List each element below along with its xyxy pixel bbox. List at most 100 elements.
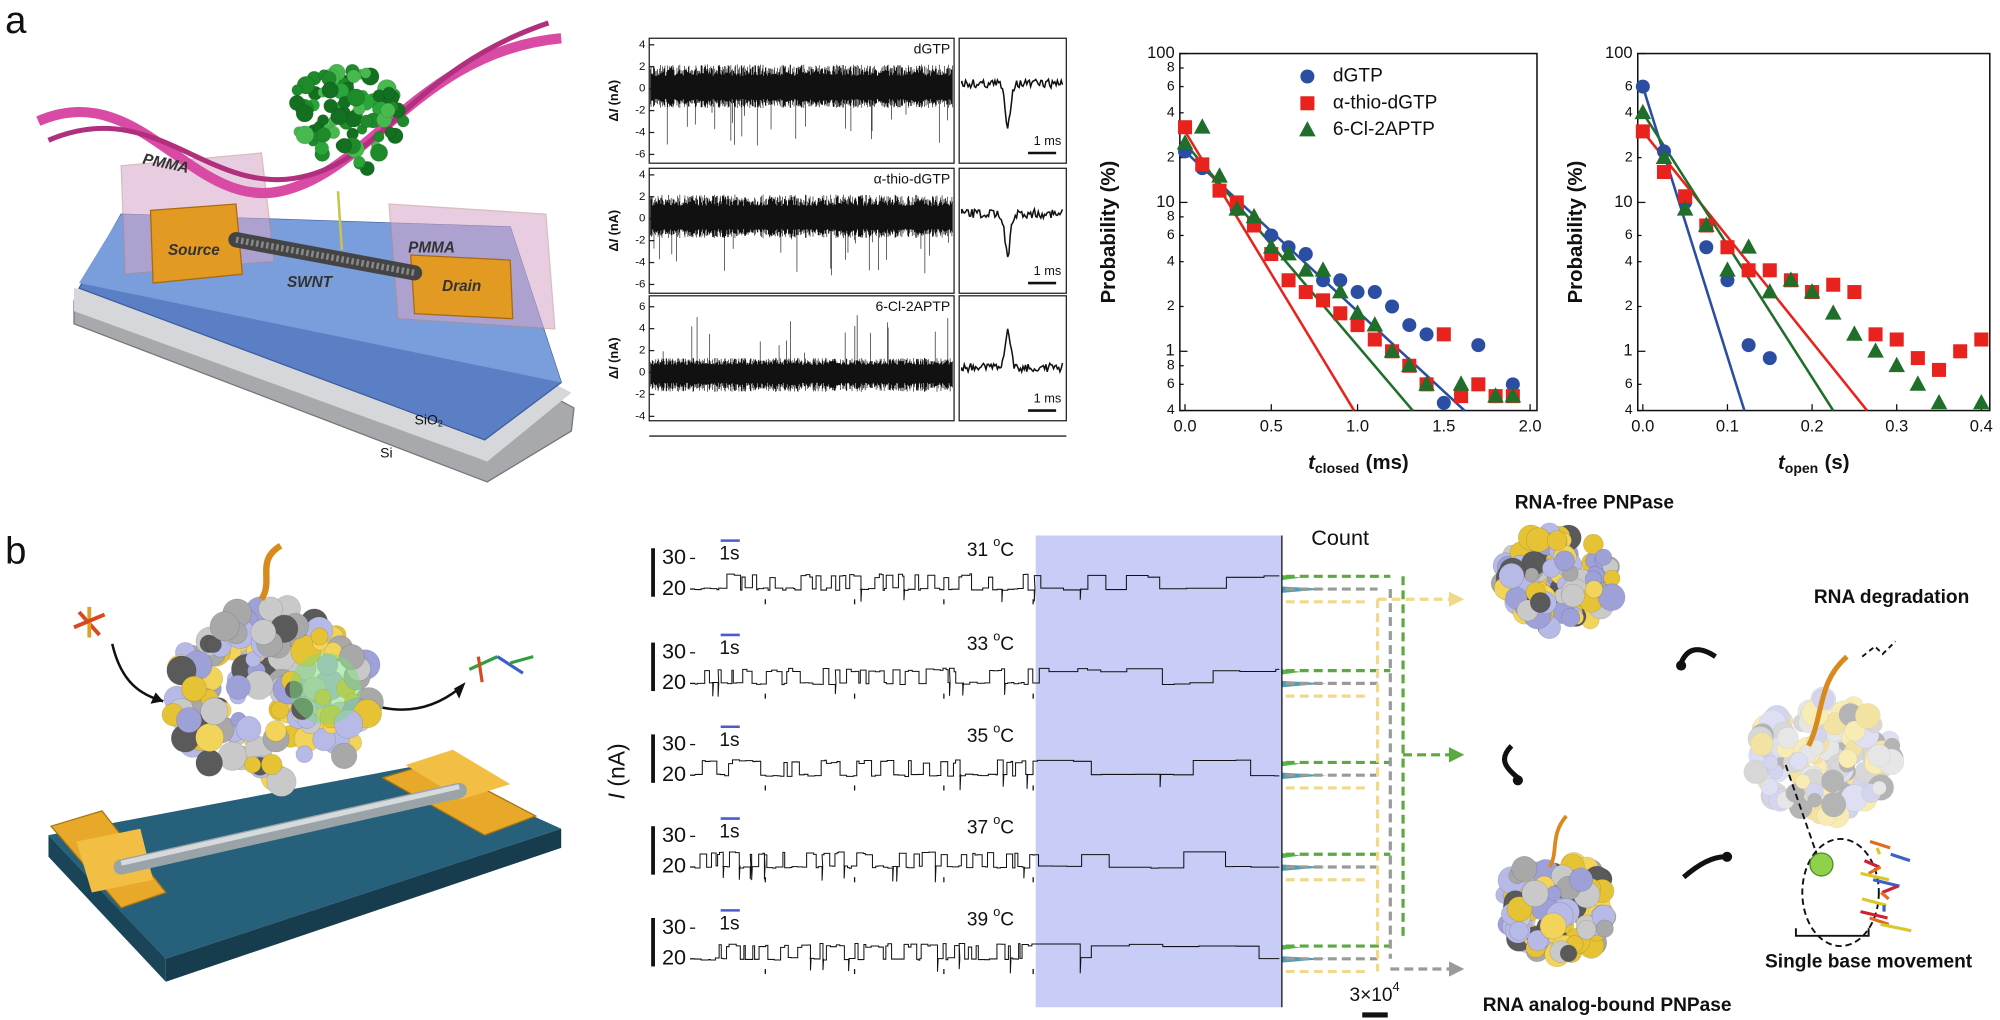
protein-atom <box>1772 721 1796 745</box>
protein-atom <box>1790 752 1808 770</box>
protein-atom <box>1762 754 1779 771</box>
protein-atom <box>1877 748 1905 776</box>
point <box>1418 375 1435 391</box>
count-bar-part: 4 <box>1393 980 1400 995</box>
y-tick-label: -4 <box>635 257 646 269</box>
protein-atom <box>258 596 283 622</box>
temperature-part: o <box>993 629 1000 644</box>
y-tick-label: 4 <box>1167 103 1175 119</box>
x-tick-label: 1.5 <box>1432 417 1455 436</box>
temperature-part: 37 <box>967 818 988 839</box>
point <box>1719 261 1736 277</box>
protein-atom <box>1851 721 1880 749</box>
y-axis-label: Probability (%) <box>1098 161 1120 304</box>
bead <box>1809 852 1834 877</box>
base-stick <box>1872 878 1900 888</box>
substrate <box>48 765 562 959</box>
protein-atom <box>310 627 329 646</box>
protein-atom <box>1842 743 1864 765</box>
y-tick-label: 4 <box>1625 401 1633 417</box>
protein-atom <box>1763 704 1791 732</box>
protein-atom <box>1597 583 1626 611</box>
base-stick <box>1867 865 1882 875</box>
level-label: 20 <box>662 761 686 786</box>
y-axis-label: ΔI (nA) <box>606 337 621 379</box>
level-label: 20 <box>662 853 686 878</box>
point <box>1847 285 1862 300</box>
protein-atom <box>1763 737 1789 763</box>
device-label: PMMA <box>408 240 455 257</box>
protein-atom <box>1560 607 1581 628</box>
protein-atom <box>1793 736 1822 765</box>
protein-atom <box>1872 751 1888 767</box>
point <box>1505 377 1520 392</box>
y-tick-label: 1 <box>1166 341 1175 360</box>
protein-atom <box>291 84 304 96</box>
drain-electrode <box>410 254 514 320</box>
zoom-frame <box>958 37 1067 164</box>
protein-atom <box>1835 783 1861 809</box>
protein-atom <box>1841 728 1860 748</box>
protein-atom <box>330 742 358 770</box>
protein-atom <box>1836 745 1858 767</box>
point <box>1452 375 1470 391</box>
protein-atom <box>1867 774 1895 801</box>
device-label: 2 <box>438 419 443 429</box>
point <box>1974 332 1989 347</box>
protein-atom <box>369 143 388 162</box>
protein-atom <box>1595 548 1613 566</box>
protein-atom <box>1511 855 1538 882</box>
y-tick-label: 8 <box>1167 59 1175 75</box>
protein-atom <box>1798 765 1826 793</box>
protein-atom <box>1862 770 1891 799</box>
protein-atom <box>1867 744 1891 768</box>
protein-atom <box>1829 723 1850 743</box>
phosphate <box>73 606 106 638</box>
protein-atom <box>1868 740 1889 761</box>
current-trace <box>650 194 953 276</box>
point <box>1656 165 1672 180</box>
protein-atom <box>1861 783 1881 803</box>
protein-atom <box>1838 703 1863 727</box>
point <box>1281 273 1296 288</box>
protein-atom <box>250 619 277 646</box>
y-axis-label-part: Δ <box>606 112 621 121</box>
y-tick-label: 0 <box>639 213 645 225</box>
point <box>1761 283 1779 299</box>
y-tick-label: 2 <box>639 61 645 73</box>
plot-frame <box>1179 52 1538 412</box>
pointer <box>1784 764 1819 858</box>
protein-atom <box>1521 880 1549 908</box>
cycle-arrow-head <box>1721 851 1733 862</box>
time-bar-label: 1s <box>719 638 739 659</box>
temperature-label: 37 oC <box>967 812 1014 838</box>
bracket <box>1794 928 1870 937</box>
faded-protein <box>1743 686 1905 829</box>
base-stick <box>1860 910 1888 920</box>
substrate-edge <box>48 835 166 982</box>
protein-atom <box>1760 782 1789 811</box>
protein-atom <box>1883 737 1901 755</box>
protein-atom <box>1509 921 1529 941</box>
protein-atom <box>359 114 374 129</box>
y-tick-label: 2 <box>1625 148 1633 164</box>
point <box>1471 338 1486 353</box>
source-electrode <box>149 203 244 284</box>
protein-atom <box>1816 805 1837 827</box>
device-label: Drain <box>442 278 481 295</box>
legend-label: dGTP <box>1333 66 1383 87</box>
current-trace <box>650 315 953 392</box>
y-tick-label: 6 <box>1625 375 1633 391</box>
point <box>1634 103 1652 120</box>
protein-atom <box>1797 781 1815 799</box>
point <box>1332 283 1349 299</box>
protein-atom <box>1829 771 1848 790</box>
y-axis-label-part: I <box>606 108 621 112</box>
protein-atom <box>1844 720 1866 742</box>
device-label: Source <box>168 242 220 259</box>
protein-atom <box>1802 784 1823 804</box>
time-bar-label: 1s <box>719 730 739 751</box>
protein-atom <box>1753 725 1775 747</box>
point <box>1367 285 1382 300</box>
rna-fragment <box>1861 640 1897 658</box>
